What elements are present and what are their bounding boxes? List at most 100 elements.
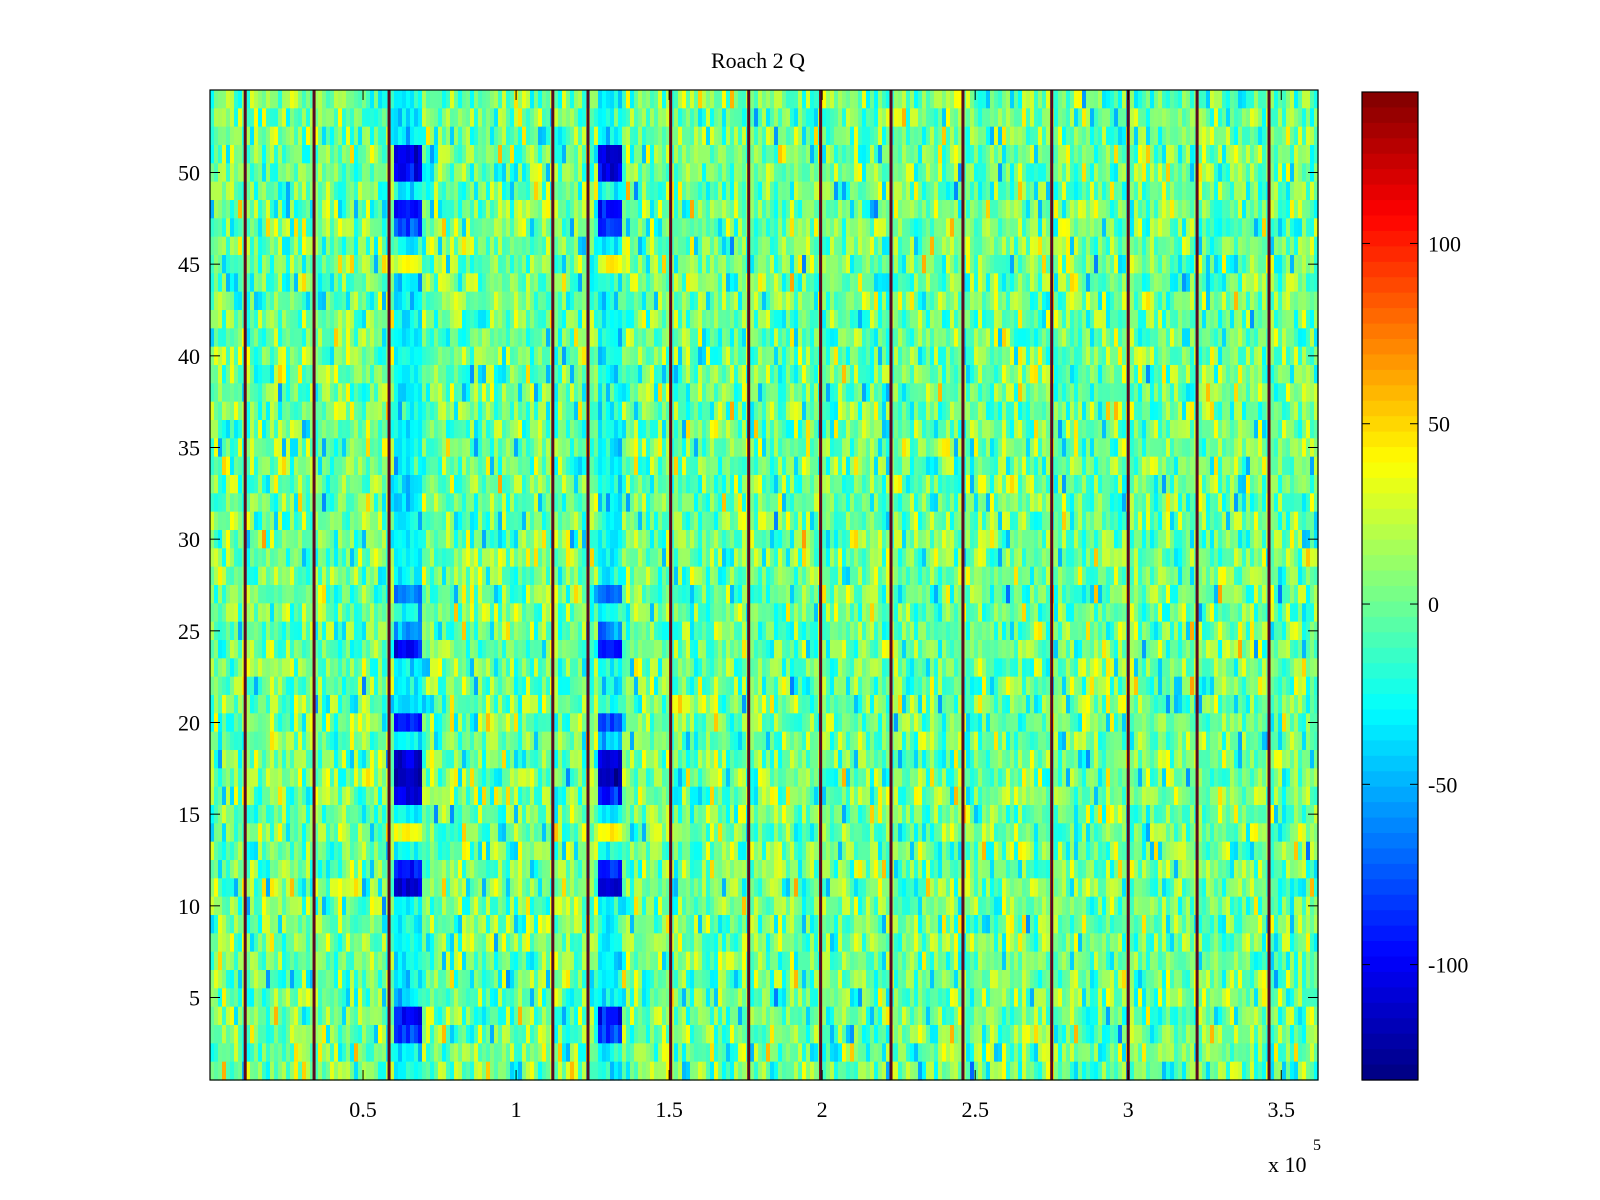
heatmap-cell [982, 126, 987, 146]
heatmap-cell [426, 346, 431, 366]
heatmap-cell [650, 126, 655, 146]
heatmap-cell [662, 218, 667, 238]
heatmap-cell [350, 126, 355, 146]
heatmap-cell [534, 273, 539, 293]
heatmap-cell [478, 126, 483, 146]
heatmap-cell [358, 108, 363, 128]
heatmap-cell [842, 255, 847, 274]
heatmap-cell [734, 90, 739, 109]
heatmap-cell [618, 365, 623, 384]
heatmap-cell [730, 200, 735, 219]
heatmap-cell [294, 163, 299, 183]
heatmap-cell [1090, 108, 1095, 128]
heatmap-cell [398, 365, 403, 384]
heatmap-cell [942, 291, 947, 311]
heatmap-cell [930, 383, 935, 403]
heatmap-cell [614, 401, 619, 421]
heatmap-cell [774, 145, 779, 164]
heatmap-cell [590, 273, 595, 293]
heatmap-cell [1254, 383, 1259, 403]
heatmap-cell [894, 310, 899, 329]
heatmap-cell [1310, 200, 1315, 219]
heatmap-cell [610, 163, 615, 183]
heatmap-cell [534, 90, 539, 109]
heatmap-cell [358, 200, 363, 219]
heatmap-cell [522, 126, 527, 146]
heatmap-cell [1210, 163, 1215, 183]
heatmap-cell [966, 255, 971, 274]
heatmap-cell [466, 328, 471, 348]
heatmap-cell [1190, 126, 1195, 146]
heatmap-cell [942, 236, 947, 256]
heatmap-cell [1242, 108, 1247, 128]
heatmap-cell [310, 108, 315, 128]
heatmap-cell [354, 273, 359, 293]
heatmap-cell [1198, 328, 1203, 348]
heatmap-cell [246, 108, 251, 128]
heatmap-cell [530, 126, 535, 146]
heatmap-cell [1278, 218, 1283, 238]
heatmap-cell [750, 346, 755, 366]
heatmap-cell [798, 328, 803, 348]
heatmap-cell [946, 346, 951, 366]
heatmap-cell [1198, 126, 1203, 146]
heatmap-cell [258, 145, 263, 164]
heatmap-cell [1250, 255, 1255, 274]
heatmap-cell [1230, 236, 1235, 256]
heatmap-cell [414, 181, 419, 201]
heatmap-cell [642, 90, 647, 109]
heatmap-cell [670, 401, 675, 421]
heatmap-cell [1174, 328, 1179, 348]
heatmap-cell [486, 236, 491, 256]
heatmap-cell [434, 401, 439, 421]
heatmap-cell [562, 401, 567, 421]
heatmap-cell [802, 181, 807, 201]
heatmap-cell [466, 401, 471, 421]
heatmap-cell [1202, 181, 1207, 201]
heatmap-cell [414, 126, 419, 146]
heatmap-cell [914, 163, 919, 183]
heatmap-cell [898, 365, 903, 384]
heatmap-cell [1066, 90, 1071, 109]
heatmap-cell [806, 145, 811, 164]
heatmap-cell [534, 255, 539, 274]
heatmap-cell [1102, 383, 1107, 403]
heatmap-cell [850, 310, 855, 329]
heatmap-cell [286, 236, 291, 256]
heatmap-cell [958, 90, 963, 109]
heatmap-cell [1090, 328, 1095, 348]
heatmap-cell [1014, 126, 1019, 146]
heatmap-cell [914, 383, 919, 403]
heatmap-cell [1290, 328, 1295, 348]
heatmap-cell [1058, 291, 1063, 311]
heatmap-cell [362, 108, 367, 128]
heatmap-cell [1278, 181, 1283, 201]
heatmap-cell [382, 163, 387, 183]
heatmap-cell [274, 218, 279, 238]
heatmap-cell [342, 291, 347, 311]
heatmap-cell [366, 401, 371, 421]
heatmap-cell [866, 383, 871, 403]
heatmap-cell [722, 218, 727, 238]
heatmap-cell [326, 291, 331, 311]
heatmap-cell [374, 401, 379, 421]
heatmap-cell [682, 401, 687, 421]
heatmap-cell [670, 365, 675, 384]
heatmap-cell [546, 236, 551, 256]
heatmap-cell [378, 328, 383, 348]
heatmap-cell [566, 90, 571, 109]
heatmap-cell [466, 346, 471, 366]
heatmap-cell [458, 255, 463, 274]
heatmap-cell [1122, 310, 1127, 329]
heatmap-cell [1222, 255, 1227, 274]
heatmap-cell [610, 383, 615, 403]
heatmap-cell [238, 291, 243, 311]
heatmap-cell [706, 163, 711, 183]
heatmap-cell [1270, 200, 1275, 219]
heatmap-cell [882, 126, 887, 146]
heatmap-cell [850, 346, 855, 366]
heatmap-cell [470, 90, 475, 109]
heatmap-cell [578, 365, 583, 384]
heatmap-cell [1090, 383, 1095, 403]
heatmap-cell [1190, 383, 1195, 403]
